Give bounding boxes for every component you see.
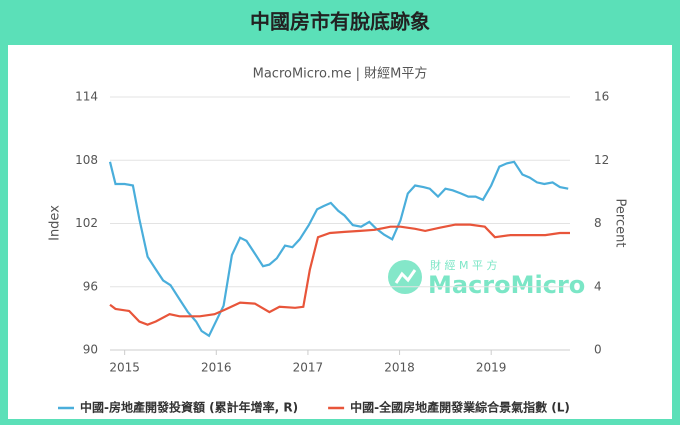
y-tick-label: 114 <box>75 90 98 104</box>
y2-tick-label: 16 <box>594 90 609 104</box>
legend-label: 中國-房地產開發投資額 (累計年增率, R) <box>80 400 298 415</box>
y-axis-title: Index <box>48 205 63 241</box>
y2-axis-title: Percent <box>613 199 628 248</box>
y2-tick-label: 4 <box>594 279 602 293</box>
y-tick-label: 96 <box>83 279 98 293</box>
y2-tick-label: 0 <box>594 343 602 357</box>
x-tick-label: 2015 <box>109 361 140 375</box>
chart-title: 中國房市有脫底跡象 <box>250 10 430 34</box>
series-line <box>108 160 569 338</box>
watermark-logo <box>388 260 422 294</box>
watermark-cn: 財 經 M 平 方 <box>430 258 497 272</box>
y2-tick-label: 12 <box>594 153 609 167</box>
legend-label: 中國-全國房地產開發業綜合景氣指數 (L) <box>350 400 570 415</box>
y-tick-label: 90 <box>83 343 98 357</box>
x-tick-label: 2019 <box>476 361 507 375</box>
x-tick-label: 2018 <box>384 361 415 375</box>
y-tick-label: 108 <box>75 153 98 167</box>
x-tick-label: 2017 <box>293 361 324 375</box>
chart-subtitle: MacroMicro.me | 財經M平方 <box>253 66 428 82</box>
y2-tick-label: 8 <box>594 216 602 230</box>
series-line <box>109 223 570 326</box>
y-tick-label: 102 <box>75 216 98 230</box>
watermark: MacroMicro <box>428 271 585 299</box>
x-tick-label: 2016 <box>201 361 232 375</box>
